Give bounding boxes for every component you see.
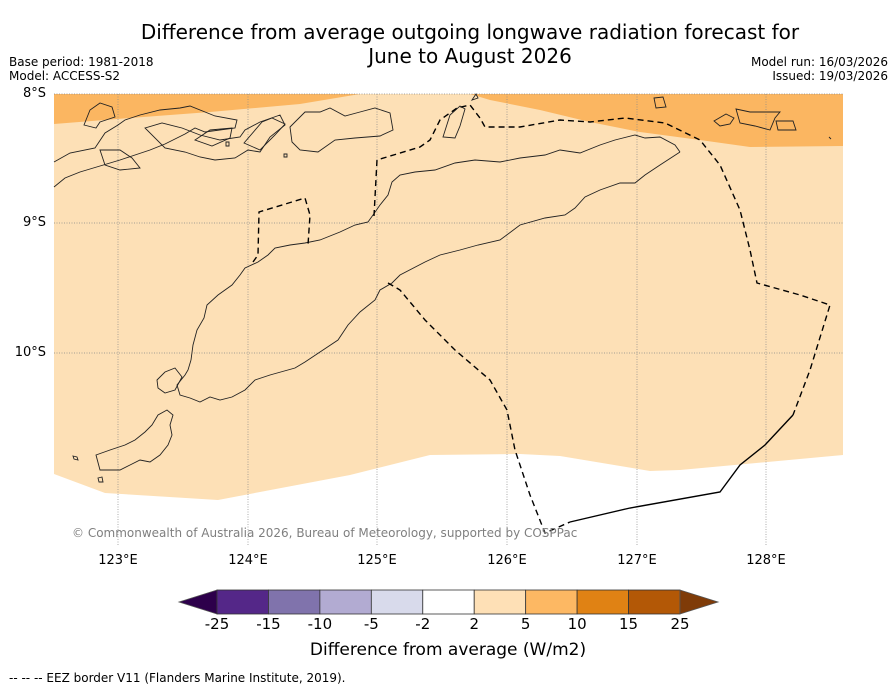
anomaly-region-5-10-west <box>54 94 360 124</box>
colorbar-segment <box>216 589 269 615</box>
colorbar-segment <box>628 589 681 615</box>
coastline-island <box>775 120 797 131</box>
colorbar-tick-label: -25 <box>204 615 230 633</box>
colorbar-tick-label: -15 <box>256 615 281 633</box>
coastline-island <box>470 93 479 101</box>
chart-title: Difference from average outgoing longwav… <box>0 20 896 68</box>
coastline-island <box>283 153 288 158</box>
meta-left: Base period: 1981-2018 Model: ACCESS-S2 <box>9 55 154 83</box>
coastline-island <box>713 113 735 127</box>
eez-border-solid-segment <box>569 414 794 523</box>
coastline-timor-north <box>190 134 681 361</box>
anomaly-region-5-10-east <box>470 94 843 147</box>
coastline-island <box>156 367 183 394</box>
colorbar-tick-label: 5 <box>520 615 531 633</box>
lon-label-128e: 128°E <box>746 553 786 568</box>
colorbar-tick-label: -5 <box>363 615 379 633</box>
colorbar-tick-label: 25 <box>670 615 690 633</box>
lat-label-9s: 9°S <box>22 215 46 230</box>
colorbar-tick-label: 15 <box>619 615 639 633</box>
colorbar-tick-label: -2 <box>415 615 431 633</box>
eez-footnote: -- -- -- EEZ border V11 (Flanders Marine… <box>9 671 346 685</box>
coastline-island <box>194 127 233 147</box>
coastline-island <box>243 117 286 151</box>
colorbar-tick-label: 10 <box>567 615 587 633</box>
anomaly-region-2-5 <box>54 94 843 500</box>
coastline-island <box>442 105 466 139</box>
eez-border-south <box>387 282 571 534</box>
lon-label-123e: 123°E <box>98 553 138 568</box>
lat-label-10s: 10°S <box>14 345 46 360</box>
colorbar-segment <box>370 589 424 615</box>
issued-date: Issued: 19/03/2026 <box>772 69 888 83</box>
lon-label-127e: 127°E <box>617 553 657 568</box>
coastline-island <box>225 141 230 147</box>
model-name: Model: ACCESS-S2 <box>9 69 121 83</box>
coastline-island <box>97 476 104 483</box>
coastline-island <box>289 107 394 153</box>
coastlines <box>53 93 832 483</box>
colorbar-segment <box>319 589 372 615</box>
coastline-island <box>99 149 141 171</box>
colorbar-label-text: Difference from average (W/m2) <box>309 640 587 660</box>
coastline-timor-south <box>176 151 681 403</box>
copyright-notice: © Commonwealth of Australia 2026, Bureau… <box>72 526 578 540</box>
colorbar-tick-label: -10 <box>307 615 333 633</box>
colorbar-segment <box>422 589 475 615</box>
coastline-island <box>72 455 79 461</box>
eez-border-north <box>373 104 831 416</box>
coastline-island <box>95 409 174 471</box>
coastline-island <box>53 105 238 188</box>
title-line-1: Difference from average outgoing longwav… <box>140 20 800 44</box>
lat-label-8s: 8°S <box>22 86 46 101</box>
colorbar-segment <box>576 589 629 615</box>
lon-label-124e: 124°E <box>228 553 268 568</box>
colorbar-label: Difference from average (W/m2) <box>0 640 896 660</box>
colorbar-segment <box>525 589 578 615</box>
model-run-date: Model run: 16/03/2026 <box>750 55 888 69</box>
colorbar-extend-max <box>679 589 720 615</box>
base-period: Base period: 1981-2018 <box>9 55 154 69</box>
colorbar-segment <box>473 589 527 615</box>
coastline-island <box>144 114 286 161</box>
coastline-island <box>735 108 781 131</box>
colorbar-segment <box>268 589 321 615</box>
title-line-2: June to August 2026 <box>368 44 572 68</box>
lon-label-125e: 125°E <box>357 553 397 568</box>
colorbar-tick-label: 2 <box>469 615 479 633</box>
coastline-island <box>83 102 116 129</box>
eez-borders <box>252 104 831 534</box>
meta-right: Model run: 16/03/2026 Issued: 19/03/2026 <box>751 55 888 83</box>
colorbar-extend-min <box>177 589 218 615</box>
lon-label-126e: 126°E <box>487 553 527 568</box>
eez-border-oecusse <box>252 197 311 263</box>
coastline-island <box>828 136 832 140</box>
coastline-island <box>653 96 667 109</box>
